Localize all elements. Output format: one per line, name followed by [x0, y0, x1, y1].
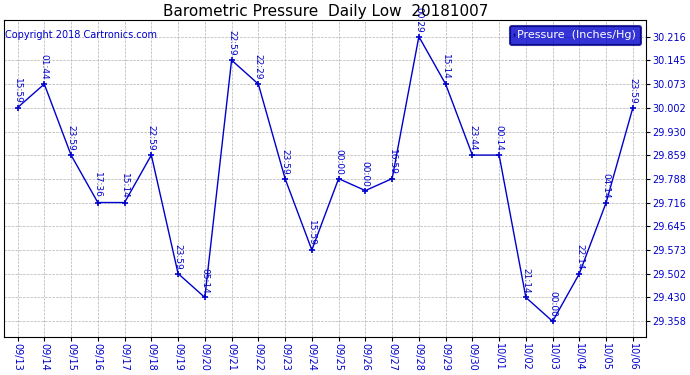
Text: 23:59: 23:59: [66, 125, 75, 151]
Pressure  (Inches/Hg): [388, 176, 396, 181]
Pressure  (Inches/Hg): [254, 82, 262, 86]
Text: 00:00: 00:00: [548, 291, 557, 317]
Text: 05:14: 05:14: [200, 267, 209, 293]
Text: 23:59: 23:59: [281, 149, 290, 174]
Text: 04:14: 04:14: [602, 173, 611, 198]
Pressure  (Inches/Hg): [602, 200, 610, 205]
Text: Copyright 2018 Cartronics.com: Copyright 2018 Cartronics.com: [5, 30, 157, 40]
Pressure  (Inches/Hg): [549, 319, 557, 324]
Text: 00:29: 00:29: [415, 7, 424, 32]
Text: 00:00: 00:00: [361, 160, 370, 186]
Pressure  (Inches/Hg): [94, 200, 102, 205]
Pressure  (Inches/Hg): [201, 295, 209, 300]
Pressure  (Inches/Hg): [469, 153, 477, 158]
Pressure  (Inches/Hg): [495, 153, 503, 158]
Text: 15:14: 15:14: [120, 172, 129, 198]
Pressure  (Inches/Hg): [228, 58, 236, 62]
Legend: Pressure  (Inches/Hg): Pressure (Inches/Hg): [510, 26, 641, 45]
Pressure  (Inches/Hg): [67, 153, 75, 158]
Pressure  (Inches/Hg): [147, 153, 155, 158]
Text: 00:00: 00:00: [334, 148, 343, 174]
Text: 22:29: 22:29: [254, 54, 263, 80]
Title: Barometric Pressure  Daily Low  20181007: Barometric Pressure Daily Low 20181007: [163, 4, 488, 19]
Text: 22:14: 22:14: [575, 244, 584, 269]
Pressure  (Inches/Hg): [308, 248, 316, 252]
Text: 00:14: 00:14: [495, 125, 504, 151]
Pressure  (Inches/Hg): [335, 176, 343, 181]
Pressure  (Inches/Hg): [629, 105, 637, 110]
Text: 23:59: 23:59: [174, 244, 183, 269]
Text: 01:44: 01:44: [40, 54, 49, 80]
Pressure  (Inches/Hg): [575, 271, 584, 276]
Text: 21:14: 21:14: [522, 268, 531, 293]
Text: 15:14: 15:14: [441, 54, 450, 80]
Text: 15:59: 15:59: [13, 78, 22, 104]
Text: 22:59: 22:59: [227, 30, 236, 56]
Pressure  (Inches/Hg): [174, 271, 182, 276]
Text: 22:59: 22:59: [147, 125, 156, 151]
Text: 17:36: 17:36: [93, 172, 102, 198]
Line: Pressure  (Inches/Hg): Pressure (Inches/Hg): [14, 34, 635, 324]
Pressure  (Inches/Hg): [522, 295, 530, 300]
Pressure  (Inches/Hg): [281, 176, 289, 181]
Pressure  (Inches/Hg): [13, 105, 21, 110]
Text: 15:59: 15:59: [307, 220, 316, 246]
Pressure  (Inches/Hg): [40, 82, 48, 86]
Pressure  (Inches/Hg): [361, 188, 369, 193]
Pressure  (Inches/Hg): [121, 200, 129, 205]
Text: 23:59: 23:59: [629, 78, 638, 104]
Pressure  (Inches/Hg): [415, 34, 423, 39]
Text: 23:44: 23:44: [468, 125, 477, 151]
Pressure  (Inches/Hg): [442, 82, 450, 86]
Text: 16:59: 16:59: [388, 148, 397, 174]
